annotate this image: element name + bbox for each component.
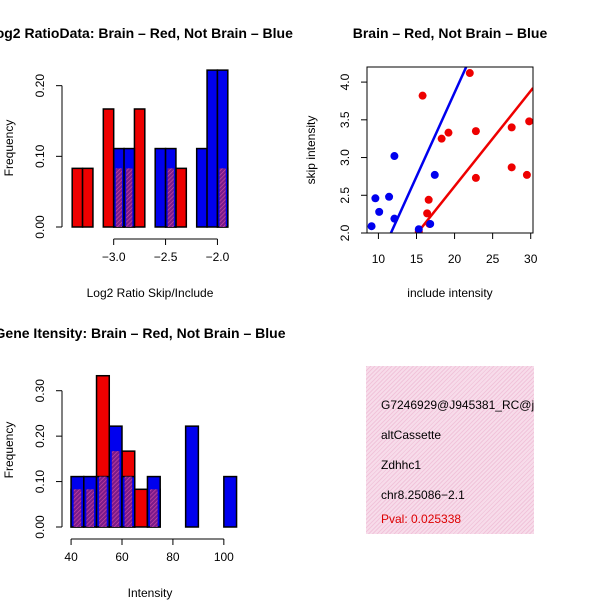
chart1-bar-overlap-2 [167,168,174,227]
event-type-text: altCassette [381,428,442,442]
chart1-y-tick-label-2: 0.20 [33,74,47,98]
chart2-x-tick-label-3: 25 [486,252,500,266]
chart2-point-brain-4 [471,127,480,136]
chart2-x-tick-label-1: 15 [410,252,424,266]
chart1-y-axis-label: Frequency [2,120,16,177]
pval-text: Pval: 0.025338 [381,512,462,526]
chart1-x-tick-label-0: −3.0 [102,250,126,264]
chart3-y-axis-label: Frequency [2,422,16,479]
chart3-y-tick-label-2: 0.20 [33,424,47,448]
chart2-point-brain-8 [522,170,531,179]
chart2-point-brain-9 [471,173,480,182]
chart3-x-tick-label-3: 100 [214,550,234,564]
chart3-bar-overlap-5 [150,489,158,527]
chart2-point-not-brain-2 [371,194,380,203]
chart2-point-brain-3 [444,128,453,137]
chart2-point-not-brain-7 [426,219,435,228]
chart1-bar-brain-7 [175,167,188,228]
chart1-y-tick-label-0: 0.00 [33,215,47,239]
chart3-bar-overlap-1 [86,489,94,527]
chart1-bar-overlap-0 [115,168,122,227]
chart1-x-tick-label-2: −2.0 [206,250,230,264]
chart2-point-brain-0 [465,69,474,78]
gene-name-text: Zdhhc1 [381,458,422,472]
chart2-y-tick-label-1: 2.5 [338,187,352,204]
chart2-x-axis-label: include intensity [407,286,492,300]
chart2-y-tick-label-3: 3.5 [338,111,352,128]
chart1-bar-brain-5 [133,108,146,228]
chart2-point-brain-7 [507,163,516,172]
chart2-point-not-brain-1 [430,170,439,179]
chart1-bar-not-brain-5 [206,69,219,228]
chart2-point-brain-2 [437,134,446,143]
chart3-x-tick-label-0: 40 [64,550,78,564]
chart2-point-not-brain-4 [375,207,384,216]
chart2-y-tick-label-4: 4.0 [338,73,352,90]
chart3-bar-overlap-0 [73,489,82,527]
chart2-point-not-brain-5 [390,214,399,223]
location-text: chr8.25086−2.1 [381,488,465,502]
chart3-title: Gene Itensity: Brain – Red, Not Brain – … [0,325,286,341]
chart1-title: Log2 RatioData: Brain – Red, Not Brain –… [0,25,293,41]
chart3-y-tick-label-1: 0.10 [33,470,47,494]
chart2-fit-line-brain [415,87,533,233]
chart2-point-brain-5 [507,123,516,132]
chart1-bar-overlap-1 [126,168,133,227]
gene-info-panel: G7246929@J945381_RC@j_at altCassette Zdh… [366,366,534,534]
chart1-x-tick-label-1: −2.5 [154,250,178,264]
chart1-bar-overlap-3 [219,168,226,227]
chart3-bar-overlap-3 [111,451,120,527]
chart3-x-axis-label: Intensity [128,586,173,600]
chart2-fit-line-not-brain [389,67,468,233]
chart1-bar-brain-1 [81,167,94,228]
chart1-y-tick-label-1: 0.10 [33,144,47,168]
chart3-x-tick-label-1: 60 [115,550,129,564]
chart1-bar-not-brain-2 [154,147,167,228]
chart3-bar-overlap-2 [99,476,107,527]
probe-id-text: G7246929@J945381_RC@j_at [381,398,534,412]
chart2-title: Brain – Red, Not Brain – Blue [353,25,548,41]
chart2-x-tick-label-2: 20 [448,252,462,266]
chart1-bar-brain-2 [102,108,115,228]
chart1-bar-brain-0 [71,167,84,228]
chart2-y-axis-label: skip intensity [304,116,318,185]
chart3-bar-brain-5 [133,488,149,528]
chart2-point-not-brain-3 [385,192,394,201]
chart2-y-tick-label-2: 3.0 [338,149,352,166]
chart3-bar-overlap-4 [124,476,133,527]
chart2-y-tick-label-0: 2.0 [338,224,352,241]
chart2-point-not-brain-0 [390,152,399,161]
chart2-x-tick-label-0: 10 [372,252,386,266]
chart2-point-not-brain-6 [367,222,376,231]
chart1-x-axis-label: Log2 Ratio Skip/Include [87,286,214,300]
chart3-bar-not-brain-6 [184,425,200,528]
chart2-plot-frame [366,66,534,234]
chart3-x-tick-label-2: 80 [166,550,180,564]
chart2-point-brain-11 [423,209,432,218]
chart2-point-brain-1 [418,91,427,100]
chart1-bar-not-brain-4 [195,147,208,228]
chart2-point-brain-10 [424,195,433,204]
chart3-bar-not-brain-7 [223,475,238,528]
chart3-y-tick-label-0: 0.00 [33,515,47,539]
chart3-y-tick-label-3: 0.30 [33,379,47,403]
chart2-point-brain-6 [525,117,533,126]
chart2-point-not-brain-8 [414,225,423,233]
chart2-x-tick-label-4: 30 [524,252,538,266]
